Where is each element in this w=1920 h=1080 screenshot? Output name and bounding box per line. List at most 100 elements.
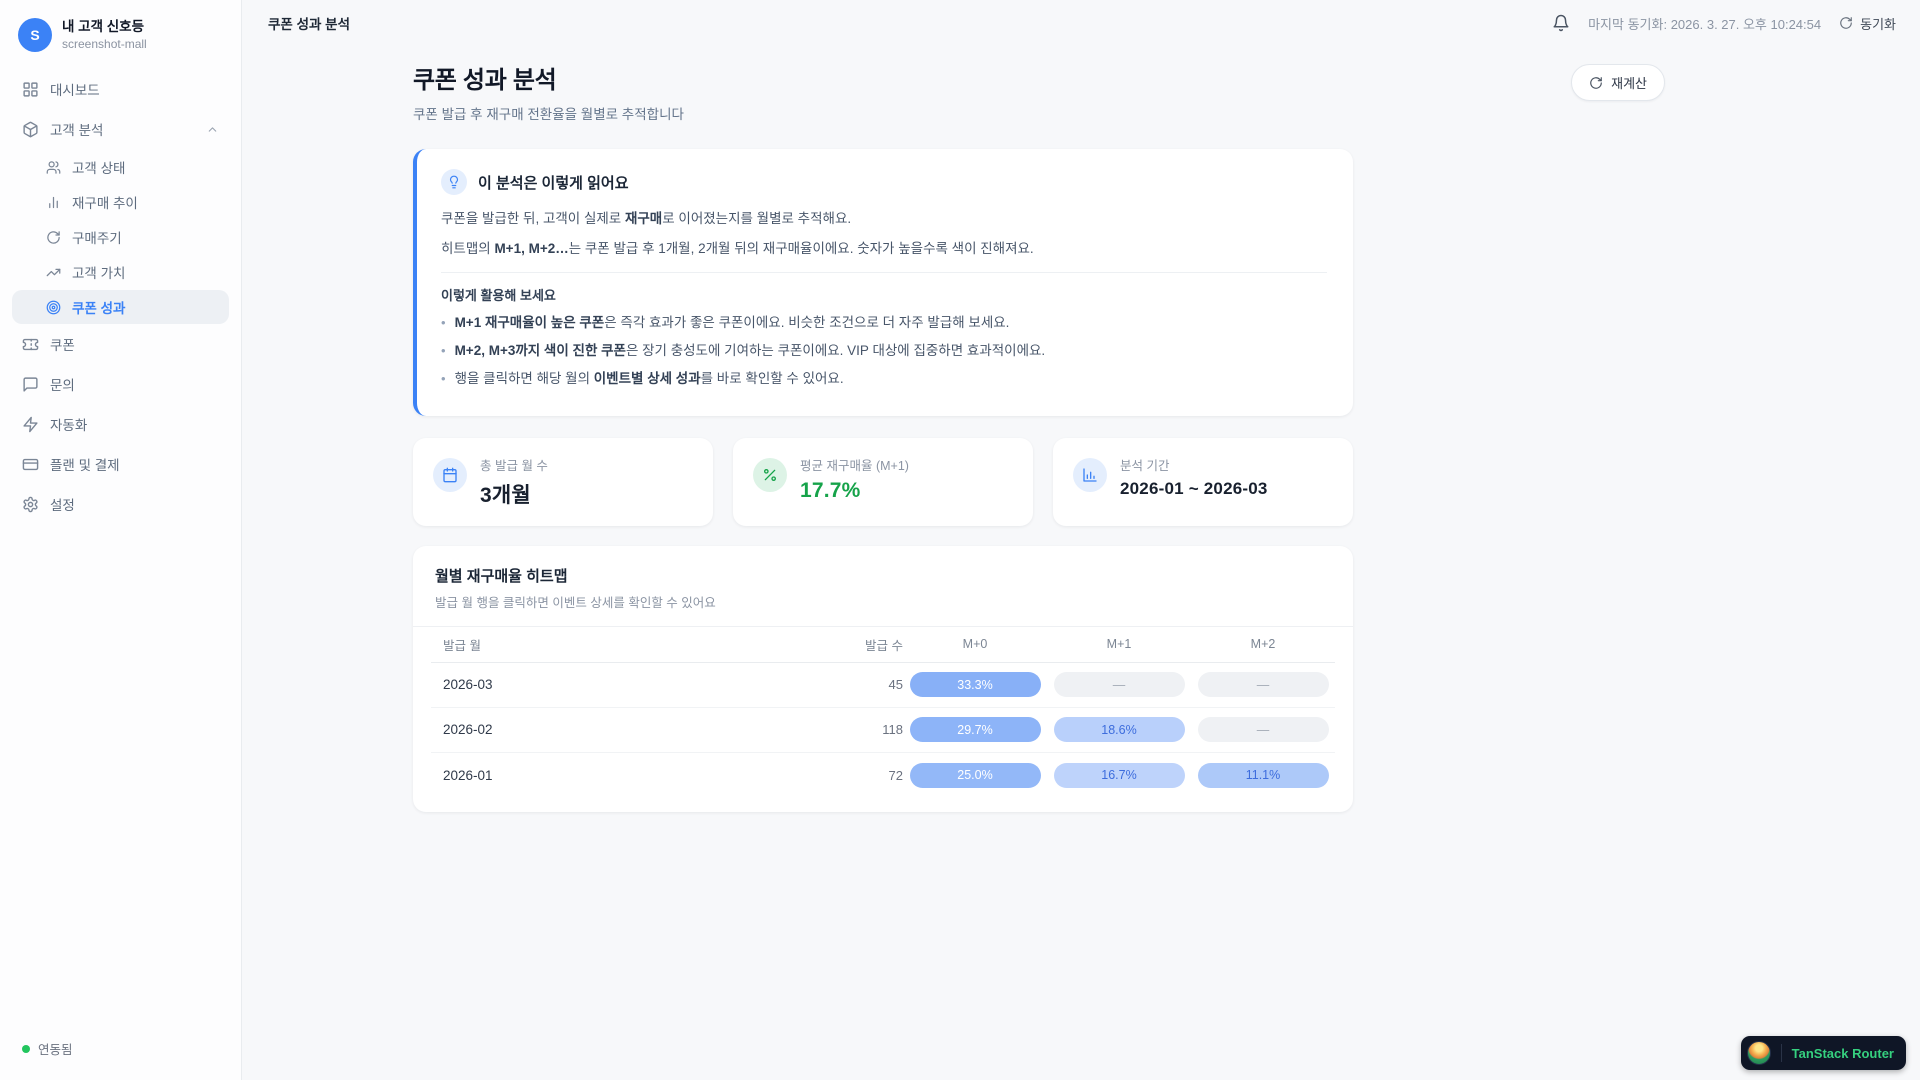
issue-month: 2026-02 xyxy=(443,722,493,738)
stat-cards: 총 발급 월 수 3개월 평균 재구매율 (M+1) 17.7% 분석 기간 xyxy=(413,437,1353,526)
stat-label: 평균 재구매율 (M+1) xyxy=(800,458,909,473)
status-label: 연동됨 xyxy=(38,1043,73,1057)
divider xyxy=(441,272,1327,274)
trending-up-icon xyxy=(46,268,61,276)
bar-chart-axis-icon xyxy=(1073,457,1107,492)
heatmap-cell: 25.0% xyxy=(909,762,1041,788)
last-sync-time: 마지막 동기화: 2026. 3. 27. 오후 10:24:54 xyxy=(1588,16,1822,32)
column-header: M+2 xyxy=(1250,637,1276,652)
stat-value: 3개월 xyxy=(480,483,531,507)
heatmap-card: 월별 재구매율 히트맵 발급 월 행을 클릭하면 이벤트 상세를 확인할 수 있… xyxy=(413,545,1353,812)
issue-count: 45 xyxy=(888,677,903,693)
calendar-icon xyxy=(433,457,467,492)
sidebar-item-customer-value[interactable]: 고객 가치 xyxy=(12,255,229,289)
recalculate-button[interactable]: 재계산 xyxy=(1571,64,1665,101)
sidebar-item-settings[interactable]: 설정 xyxy=(12,485,229,523)
package-icon xyxy=(23,121,38,137)
column-header: M+1 xyxy=(1106,637,1132,652)
issue-count: 72 xyxy=(888,767,903,783)
sidebar-item-label: 대시보드 xyxy=(50,83,100,98)
column-header: M+0 xyxy=(962,637,988,652)
heatmap-title: 월별 재구매율 히트맵 xyxy=(435,567,568,585)
brand[interactable]: S 내 고객 신호등 screenshot-mall xyxy=(12,14,229,70)
heatmap-subtitle: 발급 월 행을 클릭하면 이벤트 상세를 확인할 수 있어요 xyxy=(435,595,716,610)
ticket-icon xyxy=(22,338,39,350)
heatmap-cell: — xyxy=(1197,717,1329,743)
zap-icon xyxy=(23,416,38,432)
sidebar-item-label: 고객 가치 xyxy=(72,266,126,281)
table-row[interactable]: 2026-02 118 29.7% 18.6% — xyxy=(431,708,1335,753)
gear-icon xyxy=(23,496,38,512)
heatmap-table: 발급 월 발급 수 M+0 M+1 M+2 2026-03 45 33.3% —… xyxy=(413,627,1353,798)
sidebar-item-coupons[interactable]: 쿠폰 xyxy=(12,325,229,363)
guide-line-1: 쿠폰을 발급한 뒤, 고객이 실제로 재구매로 이어졌는지를 월별로 추적해요. xyxy=(441,211,852,226)
connection-status: 연동됨 xyxy=(12,1033,229,1064)
sidebar-item-label: 플랜 및 결제 xyxy=(50,458,120,473)
heatmap-cell: 11.1% xyxy=(1197,762,1329,788)
status-dot-icon xyxy=(22,1044,30,1053)
bar-chart-icon xyxy=(49,196,58,208)
sync-button-label: 동기화 xyxy=(1860,16,1896,32)
page-title: 쿠폰 성과 분석 xyxy=(413,67,557,94)
issue-month: 2026-03 xyxy=(443,677,493,693)
column-header: 발급 수 xyxy=(865,638,903,653)
sidebar-item-label: 고객 상태 xyxy=(72,161,126,176)
stat-card-total-months: 총 발급 월 수 3개월 xyxy=(413,437,713,526)
brand-title: 내 고객 신호등 xyxy=(62,18,145,34)
sidebar-item-automation[interactable]: 자동화 xyxy=(12,405,229,443)
heatmap-cell: 29.7% xyxy=(909,717,1041,743)
sidebar-item-repurchase-trend[interactable]: 재구매 추이 xyxy=(12,185,229,219)
sidebar-item-label: 쿠폰 xyxy=(50,338,75,353)
sidebar-item-inquiries[interactable]: 문의 xyxy=(12,365,229,403)
tanstack-router-devtools-badge[interactable]: TanStack Router xyxy=(1740,1036,1906,1070)
stat-value: 2026-01 ~ 2026-03 xyxy=(1120,478,1268,498)
stat-value: 17.7% xyxy=(800,478,861,502)
lightbulb-icon xyxy=(441,169,467,195)
sidebar-item-customer-status[interactable]: 고객 상태 xyxy=(12,150,229,184)
users-icon xyxy=(46,160,61,174)
sidebar-item-purchase-cycle[interactable]: 구매주기 xyxy=(12,220,229,254)
tanstack-logo-icon xyxy=(1746,1041,1771,1065)
heatmap-cell: 16.7% xyxy=(1053,762,1185,788)
sidebar: S 내 고객 신호등 screenshot-mall 대시보드 고객 분석 고객… xyxy=(0,0,242,1080)
refresh-icon xyxy=(47,230,60,244)
divider xyxy=(413,625,1353,627)
sidebar-item-coupon-performance[interactable]: 쿠폰 성과 xyxy=(12,290,229,324)
tanstack-router-label: TanStack Router xyxy=(1791,1045,1894,1061)
sidebar-item-label: 설정 xyxy=(50,498,75,513)
sidebar-item-plan-billing[interactable]: 플랜 및 결제 xyxy=(12,445,229,483)
main-content: 쿠폰 성과 분석 쿠폰 발급 후 재구매 전환율을 월별로 추적합니다 재계산 … xyxy=(242,46,1920,812)
sync-button[interactable]: 동기화 xyxy=(1839,14,1896,33)
heatmap-cell: 18.6% xyxy=(1053,717,1185,743)
chevron-up-icon xyxy=(208,126,217,132)
table-header-row: 발급 월 발급 수 M+0 M+1 M+2 xyxy=(431,627,1335,663)
tips-title: 이렇게 활용해 보세요 xyxy=(441,288,556,304)
sidebar-item-label: 자동화 xyxy=(50,418,88,433)
table-row[interactable]: 2026-01 72 25.0% 16.7% 11.1% xyxy=(431,753,1335,798)
topbar-title: 쿠폰 성과 분석 xyxy=(268,17,351,32)
dashboard-icon xyxy=(23,81,38,97)
guide-line-2: 히트맵의 M+1, M+2…는 쿠폰 발급 후 1개월, 2개월 뒤의 재구매율… xyxy=(441,240,1034,256)
sidebar-group-customer-analysis[interactable]: 고객 분석 xyxy=(12,110,229,148)
credit-card-icon xyxy=(22,458,39,470)
sidebar-item-label: 문의 xyxy=(50,378,75,393)
refresh-icon xyxy=(1590,76,1602,89)
topbar: 쿠폰 성과 분석 마지막 동기화: 2026. 3. 27. 오후 10:24:… xyxy=(242,0,1920,46)
percent-icon xyxy=(753,457,787,492)
brand-subtitle: screenshot-mall xyxy=(62,37,147,52)
issue-month: 2026-01 xyxy=(443,767,493,783)
stat-label: 총 발급 월 수 xyxy=(480,458,548,473)
table-row[interactable]: 2026-03 45 33.3% — — xyxy=(431,663,1335,708)
guide-title: 이 분석은 이렇게 읽어요 xyxy=(478,174,629,192)
tip-item: M+1 재구매율이 높은 쿠폰은 즉각 효과가 좋은 쿠폰이에요. 비슷한 조건… xyxy=(441,314,1327,333)
column-header: 발급 월 xyxy=(443,638,481,653)
sidebar-item-label: 쿠폰 성과 xyxy=(72,301,126,316)
bell-icon[interactable] xyxy=(1552,14,1570,32)
heatmap-cell: 33.3% xyxy=(909,672,1041,698)
sidebar-item-label: 고객 분석 xyxy=(50,123,104,138)
sidebar-item-dashboard[interactable]: 대시보드 xyxy=(12,70,229,108)
reading-guide-card: 이 분석은 이렇게 읽어요 쿠폰을 발급한 뒤, 고객이 실제로 재구매로 이어… xyxy=(413,149,1353,416)
stat-card-analysis-period: 분석 기간 2026-01 ~ 2026-03 xyxy=(1053,437,1353,526)
refresh-icon xyxy=(1840,17,1852,29)
sidebar-item-label: 재구매 추이 xyxy=(72,196,138,211)
